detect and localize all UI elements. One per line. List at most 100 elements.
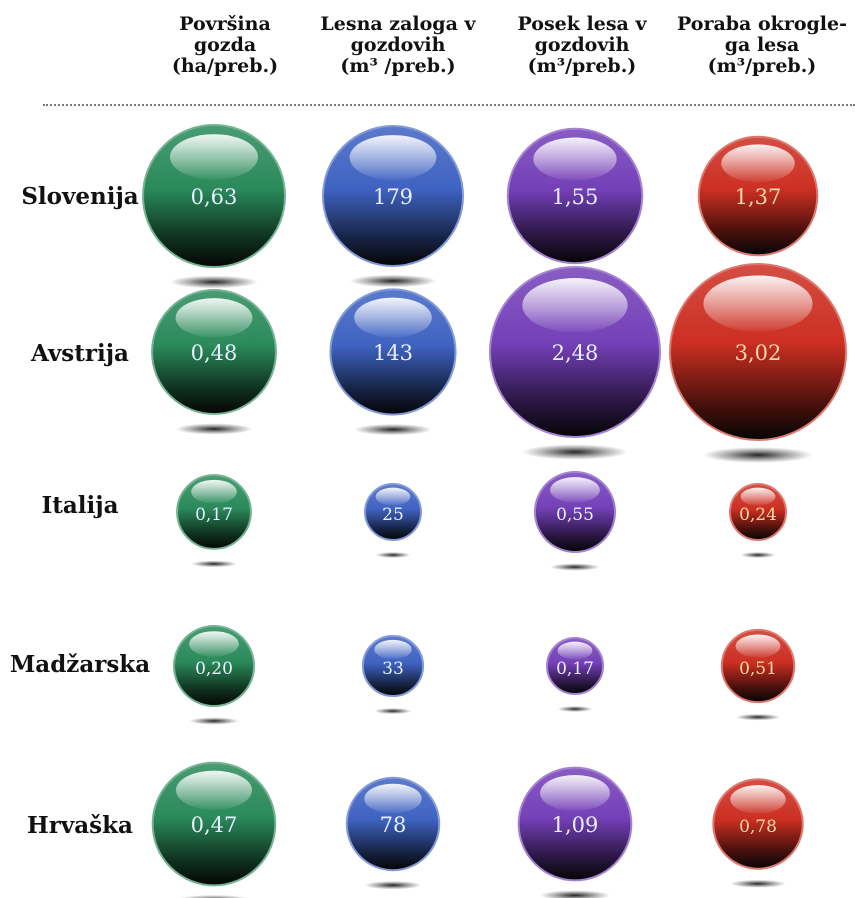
bubble-value-label: 0,20 (195, 659, 233, 679)
bubble-highlight (191, 479, 237, 504)
bubble-value-label: 33 (382, 659, 404, 679)
bubble-value-label: 0,24 (739, 505, 777, 525)
bubble-highlight (374, 639, 412, 660)
bubble: 2,48 (489, 266, 661, 460)
bubble-shadow (349, 274, 437, 288)
bubble-highlight (730, 785, 786, 814)
column-header-roundwood-consumption: Poraba okrogle- ga lesa (m³/preb.) (672, 14, 852, 77)
bubble: 1,09 (517, 766, 633, 898)
bubble: 3,02 (669, 263, 847, 463)
bubble: 1,37 (697, 135, 819, 276)
bubble-highlight (175, 298, 253, 338)
bubble-shadow (191, 560, 237, 568)
bubble-highlight (169, 134, 259, 180)
row-label-madzarska: Madžarska (9, 651, 151, 678)
column-header-forest-area: Površina gozda (ha/preb.) (135, 14, 315, 77)
bubble-shadow (175, 423, 253, 435)
bubble-highlight (550, 477, 600, 503)
row-label-hrvaska: Hrvaška (27, 812, 133, 839)
bubble-shadow (540, 890, 610, 898)
bubble-highlight (375, 487, 411, 506)
bubble-value-label: 0,55 (556, 505, 594, 525)
bubble-shadow (703, 447, 813, 463)
bubble: 0,17 (546, 637, 604, 712)
header-line: (m³/preb.) (707, 55, 817, 77)
bubble-value-label: 0,51 (739, 659, 777, 679)
bubble-highlight (364, 783, 422, 814)
header-line: (m³ /preb.) (340, 55, 456, 77)
bubble-value-label: 1,55 (552, 185, 599, 209)
bubble-highlight (349, 135, 437, 180)
bubble-shadow (354, 423, 432, 436)
bubble-shadow (374, 708, 412, 715)
bubble-value-label: 179 (373, 185, 413, 209)
bubble: 0,55 (533, 470, 617, 571)
bubble-shadow (730, 879, 786, 888)
bubble: 0,20 (172, 624, 256, 725)
header-line: Posek lesa v (517, 13, 647, 35)
bubble-highlight (735, 634, 781, 658)
column-header-growing-stock: Lesna zaloga v gozdovih (m³ /preb.) (308, 14, 488, 77)
bubble-shadow (557, 706, 593, 712)
bubble-shadow (740, 552, 776, 558)
bubble: 78 (345, 776, 441, 890)
header-line: Lesna zaloga v (320, 13, 476, 35)
bubble-value-label: 0,78 (739, 817, 777, 837)
bubble-value-label: 0,63 (191, 185, 238, 209)
bubble: 0,51 (720, 628, 796, 721)
bubble-highlight (740, 487, 776, 506)
bubble-shadow (189, 717, 239, 725)
header-line: (ha/preb.) (171, 55, 279, 77)
bubble-value-label: 1,09 (552, 813, 599, 837)
header-line: ga lesa (724, 34, 800, 56)
bubble-highlight (557, 641, 593, 660)
bubble-value-label: 0,17 (195, 505, 233, 525)
bubble: 1,55 (506, 127, 644, 285)
bubble-shadow (522, 444, 628, 460)
bubble-value-label: 3,02 (735, 341, 782, 365)
header-line: gozdovih (534, 34, 630, 56)
bubble-value-label: 2,48 (552, 341, 599, 365)
header-line: gozdovih (350, 34, 446, 56)
bubble: 0,24 (729, 483, 787, 558)
bubble-shadow (179, 894, 249, 898)
column-header-felling: Posek lesa v gozdovih (m³/preb.) (492, 14, 672, 77)
header-line: gozda (193, 34, 257, 56)
bubble-shadow (735, 713, 781, 721)
bubble-highlight (540, 774, 610, 812)
header-line: Površina (179, 13, 271, 35)
row-label-slovenija: Slovenija (21, 183, 139, 210)
bubble-value-label: 143 (373, 341, 413, 365)
bubble-highlight (533, 137, 617, 181)
bubble-highlight (522, 278, 628, 333)
bubble: 179 (322, 125, 464, 288)
bubble: 25 (364, 483, 422, 558)
header-line: (m³/preb.) (527, 55, 637, 77)
bubble-highlight (703, 275, 813, 332)
bubble: 0,17 (176, 474, 252, 568)
header-line: Poraba okrogle- (677, 13, 847, 35)
bubble-shadow (375, 552, 411, 558)
bubble-highlight (189, 631, 239, 657)
bubble: 0,63 (142, 124, 286, 289)
bubble-highlight (721, 144, 795, 183)
bubble-value-label: 78 (380, 813, 407, 837)
bubble: 0,48 (151, 289, 277, 435)
bubble: 0,47 (151, 761, 277, 898)
bubble: 143 (329, 288, 457, 436)
bubble-highlight (354, 297, 432, 338)
bubble-shadow (550, 563, 600, 571)
bubble-value-label: 25 (382, 505, 404, 525)
row-label-avstrija: Avstrija (31, 340, 129, 367)
bubble-highlight (175, 770, 253, 810)
bubble-shadow (169, 275, 259, 289)
bubble-value-label: 0,17 (556, 659, 594, 679)
bubble-shadow (364, 881, 422, 890)
bubble: 33 (361, 634, 425, 715)
bubble-value-label: 0,48 (191, 341, 238, 365)
bubble: 0,78 (712, 778, 804, 888)
bubble-value-label: 0,47 (191, 813, 238, 837)
header-divider (43, 104, 855, 106)
